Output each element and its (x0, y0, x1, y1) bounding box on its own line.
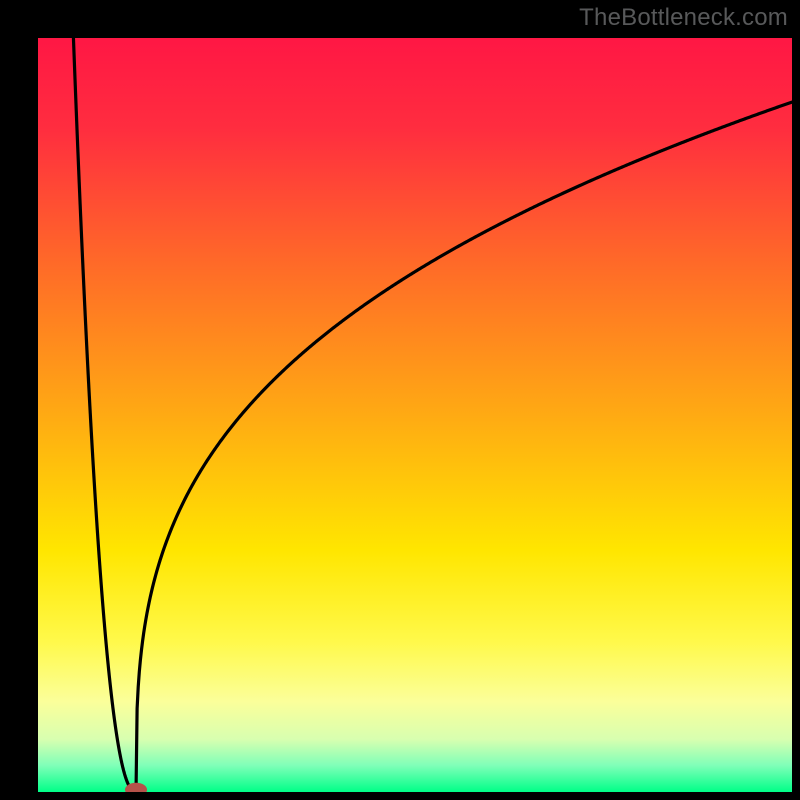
bottleneck-chart (38, 38, 792, 792)
watermark-text: TheBottleneck.com (579, 4, 788, 32)
chart-background (38, 38, 792, 792)
outer-frame: TheBottleneck.com (0, 0, 800, 800)
chart-svg (38, 38, 792, 792)
